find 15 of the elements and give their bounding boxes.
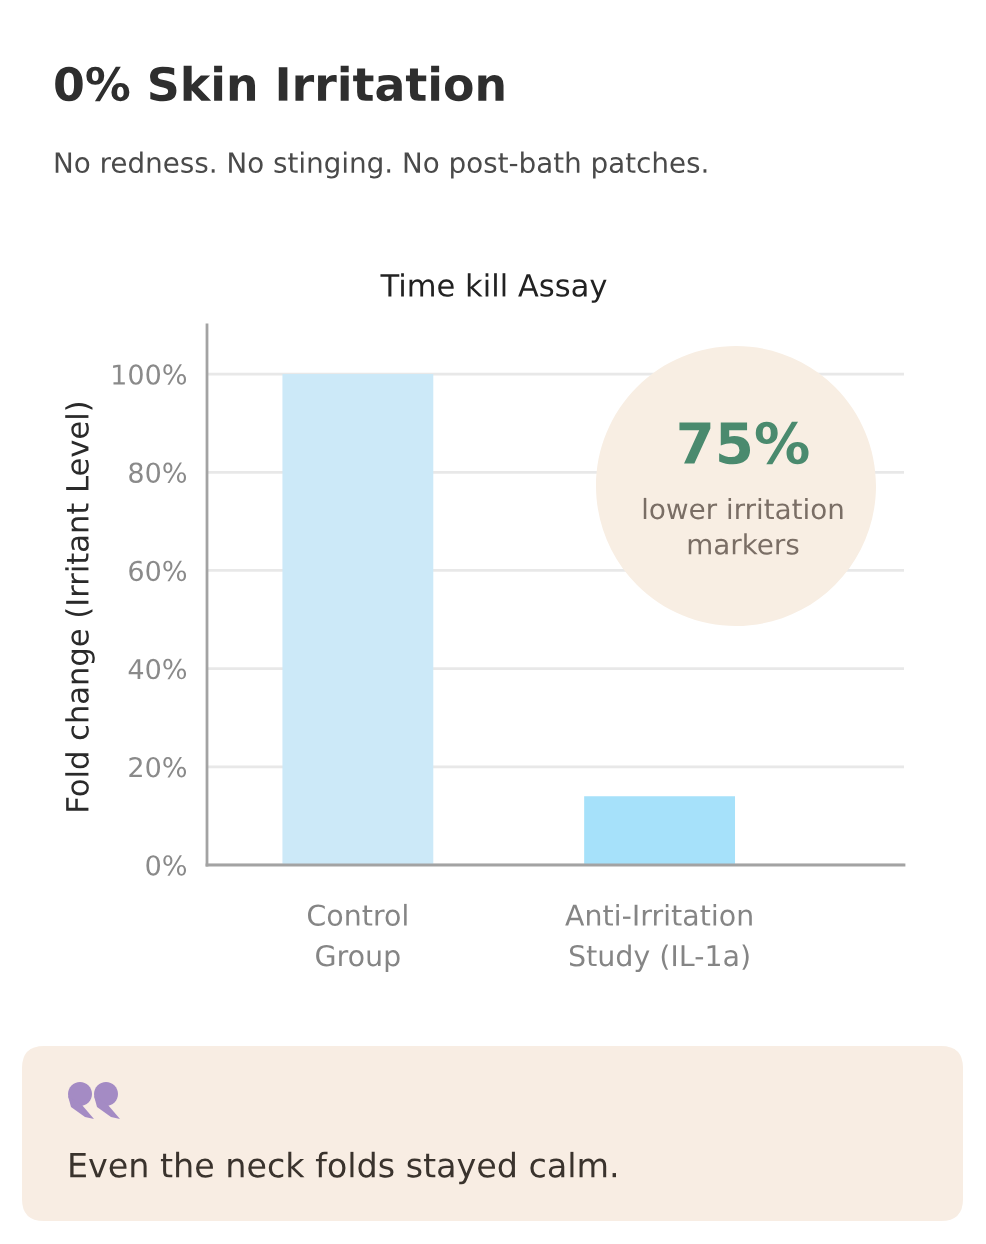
y-tick-label: 100% <box>113 364 187 385</box>
y-tick-label: 0% <box>146 855 187 876</box>
y-axis-title: Fold change (Irritant Level) <box>65 402 95 811</box>
chart-title: 0% Skin Irritation <box>55 65 504 102</box>
chart-subtitle: No redness. No stinging. No post-bath patches. <box>55 151 707 179</box>
annotation: 75% <box>679 421 809 465</box>
x-tick-label: Control Group <box>308 903 407 972</box>
y-tick-label: 40% <box>128 658 187 680</box>
y-tick-label: 80% <box>129 462 187 483</box>
x-tick-label: Anti-Irritation Study (IL-1a) <box>565 903 752 972</box>
annotation: lower irritation markers <box>643 497 843 555</box>
y-tick-label: 20% <box>129 757 187 778</box>
text: Even the neck folds stayed calm. <box>70 1151 617 1185</box>
y-tick-label: 60% <box>129 560 187 582</box>
text: Time kill Assay <box>380 273 607 303</box>
